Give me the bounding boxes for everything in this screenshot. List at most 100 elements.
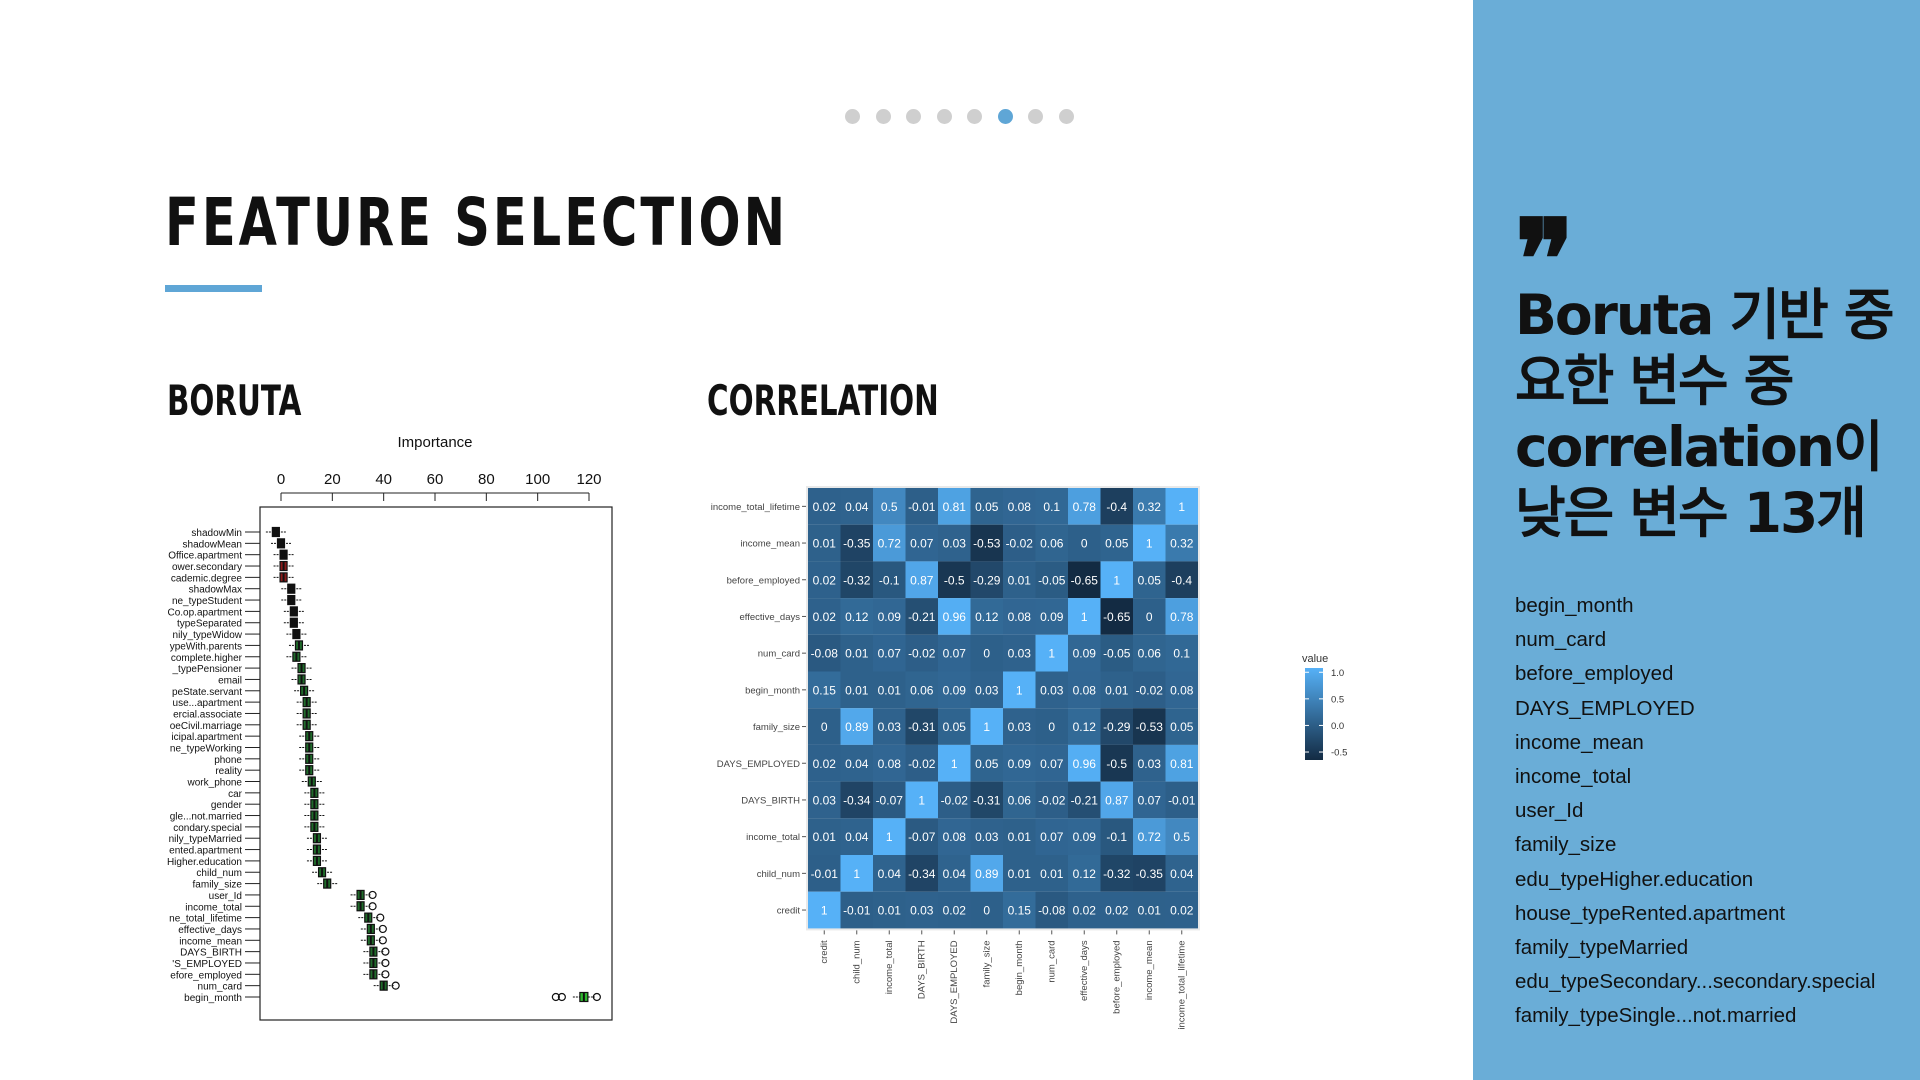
heatmap-cell-value: 0.06: [1138, 647, 1162, 661]
heatmap-cell-value: -0.29: [973, 573, 1001, 587]
heatmap-cell-value: 0.05: [1170, 720, 1194, 734]
heatmap-cell-value: 0.05: [975, 757, 999, 771]
heatmap-cell: [1165, 671, 1198, 709]
heatmap-col-label: before_employed: [1112, 940, 1123, 1013]
heatmap-cell-value: 0.03: [1040, 683, 1064, 697]
heatmap-cell-value: -0.65: [1103, 610, 1131, 624]
heatmap-cell-value: 1: [1016, 683, 1023, 697]
heatmap-cell: [873, 561, 906, 599]
heatmap-cell: [1068, 561, 1101, 599]
heatmap-cell: [1100, 818, 1133, 855]
quote-mark-icon: ❞: [1515, 195, 1574, 324]
heatmap-row-label: income_total_lifetime: [711, 502, 800, 513]
heatmap-cell-value: -0.02: [908, 647, 936, 661]
heatmap-cell-value: 0.04: [845, 500, 869, 514]
heatmap-cell: [1133, 781, 1166, 819]
heatmap-cell: [1035, 634, 1068, 672]
heatmap-cell-value: -0.1: [1106, 830, 1127, 844]
boruta-row-label: oeCivil.marriage: [170, 721, 243, 732]
heatmap-cell-value: 1: [821, 904, 828, 918]
feature-list-item: family_typeSingle...not.married: [1515, 1004, 1797, 1028]
heatmap-cell-value: 0.72: [878, 537, 902, 551]
heatmap-row-label: credit: [777, 906, 801, 917]
pagination-dot[interactable]: [906, 109, 921, 124]
heatmap-cell-value: 0.08: [1073, 683, 1097, 697]
heatmap-cell-value: 0.06: [1008, 793, 1032, 807]
heatmap-cell: [808, 818, 841, 855]
heatmap-cell-value: 0.87: [1105, 793, 1129, 807]
heatmap-cell: [1100, 524, 1133, 562]
boruta-outlier: [378, 924, 387, 934]
boruta-row-label: user_Id: [209, 891, 242, 902]
heatmap-cell-value: -0.31: [973, 793, 1001, 807]
pagination-dot[interactable]: [875, 109, 891, 124]
heatmap-cell-value: 0.15: [813, 683, 837, 697]
heatmap-row-label: DAYS_BIRTH: [741, 795, 800, 806]
feature-list-item: DAYS_EMPLOYED: [1515, 696, 1695, 720]
heatmap-cell-value: -0.05: [1038, 573, 1066, 587]
heatmap-cell-value: 0.01: [878, 683, 902, 697]
heatmap-cell-value: 0: [1048, 720, 1055, 734]
boruta-row-label: ented.apartment: [169, 846, 242, 857]
pagination-dot[interactable]: [1028, 109, 1043, 124]
heatmap-cell-value: 0.5: [1173, 830, 1190, 844]
heatmap-col-label: family_size: [982, 940, 993, 987]
heatmap-cell: [840, 671, 873, 709]
heatmap-cell-value: -0.53: [1136, 720, 1164, 734]
boruta-section-title: BORUTA: [167, 376, 302, 425]
heatmap-cell-value: -0.01: [843, 904, 871, 918]
heatmap-cell: [873, 708, 906, 745]
heatmap-cell: [905, 561, 938, 599]
heatmap-cell-value: 0.03: [1008, 720, 1032, 734]
heatmap-cell: [1003, 634, 1036, 672]
heatmap-cell-value: 0.09: [1073, 830, 1097, 844]
heatmap-cell: [840, 634, 873, 672]
heatmap-cell: [938, 855, 971, 892]
pagination-dot[interactable]: [967, 109, 982, 124]
heatmap-cell-value: 0.01: [1105, 683, 1129, 697]
heatmap-cell: [938, 744, 971, 782]
pagination-dot[interactable]: [845, 109, 860, 124]
heatmap-cell: [873, 818, 906, 855]
pagination-dot[interactable]: [936, 109, 952, 124]
heatmap-cell: [938, 598, 971, 635]
heatmap-cell-value: 0.09: [1073, 647, 1097, 661]
heatmap-cell-value: 0.01: [845, 683, 869, 697]
pagination-dot[interactable]: [997, 109, 1013, 124]
heatmap-cell-value: -0.4: [1171, 573, 1192, 587]
heatmap-cell-value: -0.21: [1071, 793, 1099, 807]
heatmap-cell-value: 0.01: [813, 830, 837, 844]
heatmap-cell: [808, 634, 841, 672]
heatmap-cell-value: 0.08: [878, 757, 902, 771]
heatmap-cell: [1068, 708, 1101, 745]
heatmap-cell-value: 0: [1081, 537, 1088, 551]
heatmap-cell: [905, 634, 938, 672]
boruta-row-label: nily_typeWidow: [173, 630, 243, 641]
boruta-row-label: child_num: [196, 868, 242, 879]
heatmap-cell: [808, 855, 841, 892]
heatmap-cell-value: 0.07: [1040, 757, 1064, 771]
boruta-row-label: ne_typeStudent: [172, 596, 242, 607]
heatmap-cell: [1165, 634, 1198, 672]
boruta-outlier: [381, 947, 390, 956]
slide-pagination: [845, 109, 1074, 124]
heatmap-col-label: DAYS_BIRTH: [917, 940, 928, 999]
heatmap-legend-title: value: [1302, 653, 1328, 665]
boruta-outlier: [557, 992, 566, 1002]
heatmap-cell-value: -0.08: [811, 647, 839, 661]
heatmap-cell-value: 0.03: [878, 720, 902, 734]
boruta-row-label: Higher.education: [167, 857, 242, 868]
heatmap-cell-value: -0.53: [973, 537, 1001, 551]
heatmap-cell: [905, 524, 938, 562]
heatmap-cell-value: 0.01: [845, 647, 869, 661]
heatmap-cell-value: -0.4: [1106, 500, 1127, 514]
boruta-row-label: ne_total_lifetime: [169, 914, 242, 925]
heatmap-cell: [808, 488, 841, 525]
heatmap-cell: [1003, 524, 1036, 562]
sidebar-headline: Boruta 기반 중요한 변수 중 correlation이 낮은 변수 13…: [1515, 283, 1895, 545]
heatmap-cell: [1068, 818, 1101, 855]
heatmap-cell: [970, 634, 1003, 672]
pagination-dot[interactable]: [1058, 109, 1074, 124]
heatmap-cell: [970, 891, 1003, 929]
heatmap-cell: [1100, 708, 1133, 745]
